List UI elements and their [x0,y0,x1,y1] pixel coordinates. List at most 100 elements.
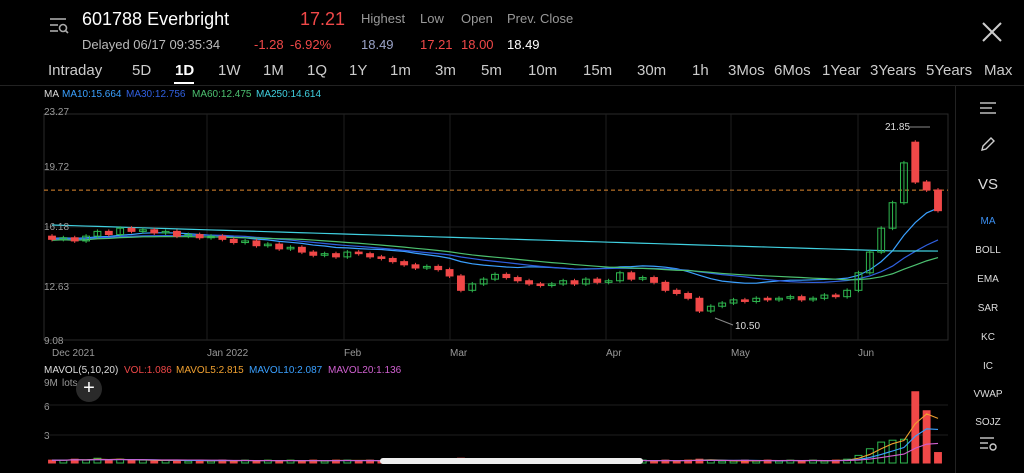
tab-5min[interactable]: 5m [481,62,502,79]
candle [593,278,602,283]
pencil-icon[interactable] [980,136,996,152]
tab-5d[interactable]: 5D [132,62,152,79]
volume-bar [229,460,238,464]
x-tick-label: Apr [606,348,622,359]
candle [820,294,829,299]
volume-bar [138,459,147,464]
indicator-settings-icon[interactable] [980,436,998,452]
y-tick-label: 23.27 [44,107,70,118]
tab-intraday[interactable]: Intraday [48,62,103,79]
candle [377,256,386,259]
prev-close-value: 18.49 [507,37,540,52]
candle [116,227,125,236]
tab-3mos[interactable]: 3Mos [728,62,765,79]
tab-1q[interactable]: 1Q [307,62,328,79]
list-search-icon[interactable] [48,14,70,36]
candle [570,280,579,285]
settings-list-icon[interactable] [980,102,996,114]
ma30-legend: MA30:12.756 [126,89,186,100]
volume-bar [820,460,829,464]
volume-bar [775,460,783,464]
compare-vs-button[interactable]: VS [977,176,998,193]
indicator-ic[interactable]: IC [983,361,993,372]
tab-1y[interactable]: 1Y [349,62,368,79]
indicator-boll[interactable]: BOLL [975,245,1001,256]
candle [48,235,56,240]
candle [104,230,113,236]
candle [684,292,693,299]
candle [332,253,340,258]
tab-3years[interactable]: 3Years [870,62,917,79]
candle [93,230,102,237]
vol-lots-label: lots [62,378,78,389]
candle [218,235,227,240]
indicator-sojz[interactable]: SOJZ [975,417,1001,426]
close-icon[interactable] [980,20,1004,44]
candle [127,227,136,232]
candle [581,278,590,285]
volume-bar [877,441,886,464]
tab-3min[interactable]: 3m [435,62,456,79]
candle [252,240,261,247]
volume-bar [184,460,193,464]
open-label: Open [461,11,493,26]
indicator-ma[interactable]: MA [980,216,996,227]
indicator-vwap[interactable]: VWAP [973,389,1003,400]
tab-1h[interactable]: 1h [692,62,709,79]
volume-bar [275,460,284,464]
volume-bar [922,410,931,464]
open-value: 18.00 [461,37,494,52]
x-tick-label: Jan 2022 [207,348,249,359]
home-indicator-bar [380,458,643,464]
candle [400,261,409,266]
tab-1year[interactable]: 1Year [822,62,861,79]
candle [604,280,613,283]
last-price: 17.21 [300,9,346,29]
candle [831,294,840,298]
candle [70,237,79,242]
candle [729,299,738,304]
price-chart[interactable]: 21.85 10.50 [0,100,955,360]
candle [695,297,704,312]
volume-bar [729,460,738,464]
stock-symbol: 601788 Everbright [82,9,230,29]
candle [672,289,681,294]
volume-chart[interactable] [0,385,955,465]
mavol5-line [52,413,939,462]
volume-bar [650,460,658,464]
indicator-kc[interactable]: KC [981,332,995,343]
volume-bar [70,458,79,464]
tab-10min[interactable]: 10m [528,62,558,79]
low-annotation-pointer [714,317,734,326]
indicator-ema[interactable]: EMA [977,274,999,285]
tab-max[interactable]: Max [984,62,1013,79]
y-tick-label: 16.18 [44,222,70,233]
tab-1min[interactable]: 1m [390,62,411,79]
add-indicator-button[interactable]: + [76,376,102,402]
tab-1w[interactable]: 1W [218,62,241,79]
tab-1m[interactable]: 1M [263,62,284,79]
candle [809,297,817,301]
tab-6mos[interactable]: 6Mos [774,62,811,79]
candle [479,278,488,285]
vol-tick-label: 3 [44,431,50,442]
candle [616,272,624,282]
mavol5-legend: MAVOL5:2.815 [176,365,244,376]
ma10-line [51,207,939,284]
candle [82,235,91,242]
tab-5years[interactable]: 5Years [926,62,973,79]
indicator-sar[interactable]: SAR [977,303,999,314]
candle [161,230,170,234]
tab-1d[interactable]: 1D [175,62,195,79]
highest-value: 18.49 [361,37,394,52]
tab-15min[interactable]: 15m [583,62,613,79]
ma250-legend: MA250:14.614 [256,89,322,100]
candle [184,234,193,237]
high-annotation: 21.85 [885,122,910,133]
candle [854,272,863,291]
candle [865,251,874,274]
volume-bar [252,460,261,464]
tab-30min[interactable]: 30m [637,62,667,79]
candle [797,296,806,301]
candle [411,264,420,269]
